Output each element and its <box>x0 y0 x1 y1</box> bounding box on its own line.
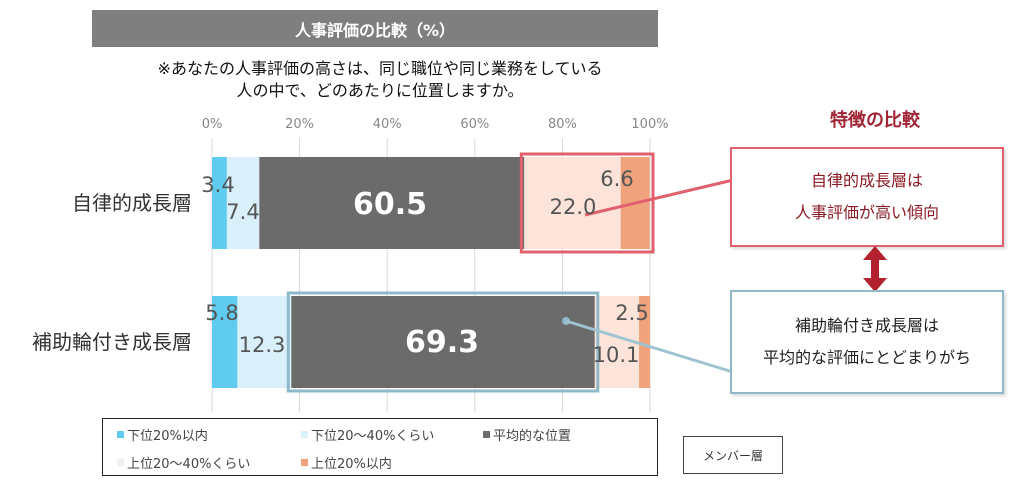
data-label-1-1: 12.3 <box>239 333 286 357</box>
legend-label-2: 平均的な位置 <box>493 429 572 444</box>
callout-assisted-line-1: 補助輪付き成長層は <box>794 316 939 335</box>
legend-swatch-0 <box>117 431 124 438</box>
data-label-0-3: 22.0 <box>550 195 597 219</box>
callout-assisted: 補助輪付き成長層は 平均的な評価にとどまりがち <box>730 290 1004 394</box>
category-label-0: 自律的成長層 <box>72 191 192 215</box>
callout-autonomous: 自律的成長層は 人事評価が高い傾向 <box>730 147 1004 247</box>
data-label-0-1: 7.4 <box>226 200 259 224</box>
data-label-1-2: 69.3 <box>405 325 479 360</box>
double-arrow-icon <box>863 246 887 292</box>
legend-item-4: 上位20%以内 <box>301 453 392 472</box>
bar-1-4 <box>639 296 650 388</box>
callout-autonomous-line-1: 自律的成長層は <box>810 171 923 190</box>
highlight-frame-bottom <box>286 291 600 393</box>
category-label-1: 補助輪付き成長層 <box>32 330 192 354</box>
data-label-1-4: 2.5 <box>615 301 648 325</box>
data-label-0-4: 6.6 <box>600 167 633 191</box>
bar-0-0 <box>212 157 227 249</box>
legend-label-0: 下位20%以内 <box>127 429 208 444</box>
bar-1-0 <box>212 296 238 388</box>
x-tick-label-1: 20% <box>285 117 314 132</box>
connector-line-blue <box>565 319 747 378</box>
legend-label-1: 下位20～40%くらい <box>311 429 435 444</box>
legend-swatch-1 <box>301 431 308 438</box>
legend-item-3: 上位20～40%くらい <box>117 453 250 472</box>
x-tick-label-3: 60% <box>460 117 489 132</box>
data-label-1-3: 10.1 <box>593 343 640 367</box>
x-tick-label-5: 100% <box>631 117 668 132</box>
connector-line-red <box>584 175 747 217</box>
callout-autonomous-line-2: 人事評価が高い傾向 <box>794 203 939 222</box>
data-label-0-2: 60.5 <box>353 187 427 222</box>
bar-0-2 <box>259 157 525 249</box>
legend-label-4: 上位20%以内 <box>311 457 392 472</box>
chart-legend: 下位20%以内 下位20～40%くらい 平均的な位置 上位20～40%くらい 上… <box>102 418 658 476</box>
bar-1-2 <box>291 296 595 388</box>
data-label-0-0: 3.4 <box>201 173 234 197</box>
survey-question: ※あなたの人事評価の高さは、同じ職位や同じ業務をしている 人の中で、どのあたりに… <box>60 58 700 102</box>
question-line-2: 人の中で、どのあたりに位置しますか。 <box>236 81 524 100</box>
highlight-frame-top <box>519 152 655 254</box>
legend-item-2: 平均的な位置 <box>483 425 571 444</box>
bar-1-1 <box>237 296 292 388</box>
data-label-1-0: 5.8 <box>205 301 238 325</box>
x-tick-label-4: 80% <box>548 117 577 132</box>
x-tick-label-2: 40% <box>373 117 402 132</box>
legend-swatch-4 <box>301 459 308 466</box>
question-line-1: ※あなたの人事評価の高さは、同じ職位や同じ業務をしている <box>157 59 603 78</box>
feature-comparison-title: 特徴の比較 <box>830 110 920 131</box>
legend-item-0: 下位20%以内 <box>117 425 208 444</box>
legend-item-1: 下位20～40%くらい <box>301 425 434 444</box>
member-tier-label: メンバー層 <box>683 436 783 474</box>
x-tick-label-0: 0% <box>202 117 223 132</box>
bar-0-3 <box>524 157 621 249</box>
callout-assisted-line-2: 平均的な評価にとどまりがち <box>762 348 971 367</box>
bar-0-1 <box>226 157 260 249</box>
chart-title: 人事評価の比較（%） <box>92 10 658 47</box>
legend-swatch-2 <box>483 431 490 438</box>
legend-label-3: 上位20～40%くらい <box>127 457 251 472</box>
legend-swatch-3 <box>117 459 124 466</box>
